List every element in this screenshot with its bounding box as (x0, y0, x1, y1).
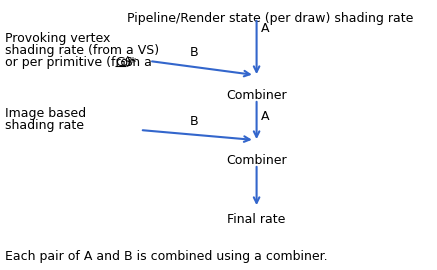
Text: Image based: Image based (5, 107, 86, 120)
Text: A: A (261, 110, 270, 123)
Text: A: A (261, 22, 270, 35)
Text: Each pair of A and B is combined using a combiner.: Each pair of A and B is combined using a… (5, 250, 327, 263)
Text: or per primitive (from a: or per primitive (from a (5, 56, 156, 69)
Text: GS: GS (115, 56, 132, 69)
Text: )*: )* (126, 56, 137, 69)
Text: shading rate: shading rate (5, 119, 83, 132)
Text: Combiner: Combiner (226, 89, 287, 102)
Text: Final rate: Final rate (227, 213, 286, 226)
Text: Combiner: Combiner (226, 154, 287, 167)
Text: B: B (190, 46, 198, 59)
Text: Pipeline/Render state (per draw) shading rate: Pipeline/Render state (per draw) shading… (128, 12, 414, 25)
Text: shading rate (from a VS): shading rate (from a VS) (5, 44, 159, 57)
Text: Provoking vertex: Provoking vertex (5, 32, 110, 45)
Text: B: B (190, 115, 198, 128)
